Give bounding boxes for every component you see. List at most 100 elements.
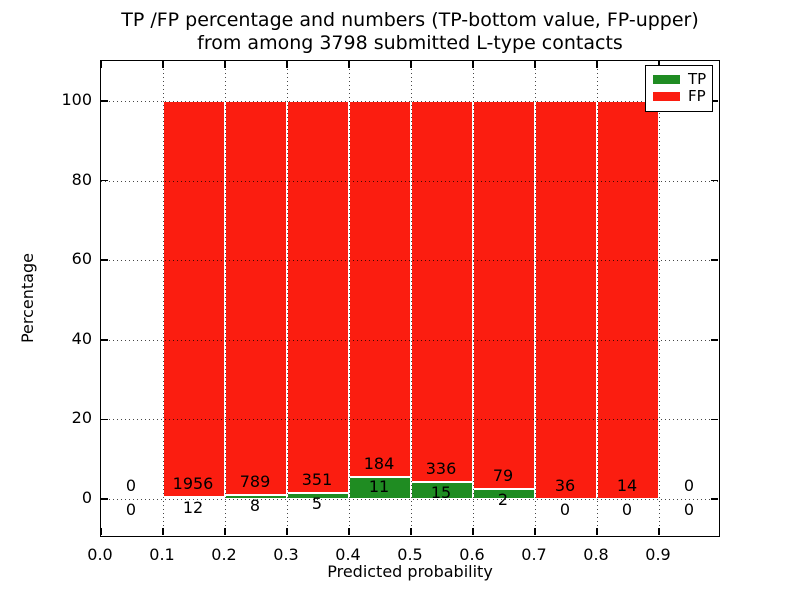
x-tick-mark [286, 528, 288, 535]
x-tick-mark [224, 61, 226, 68]
x-tick-label: 0.1 [149, 545, 175, 564]
x-tick-label: 0.0 [87, 545, 113, 564]
tp-count-label: 8 [249, 495, 261, 515]
x-tick-label: 0.4 [335, 545, 361, 564]
tp-count-label: 15 [430, 482, 452, 502]
x-tick-label: 0.2 [211, 545, 237, 564]
fp-bar-segment [535, 101, 597, 499]
x-tick-label: 0.8 [583, 545, 609, 564]
x-tick-mark [658, 528, 660, 535]
y-tick-mark [711, 179, 718, 182]
fp-count-label: 0 [125, 476, 137, 496]
h-gridline [101, 499, 719, 500]
y-tick-mark [711, 100, 718, 102]
legend-entry: FP [646, 88, 712, 105]
x-tick-mark [162, 528, 164, 535]
x-axis-title: Predicted probability [327, 562, 493, 581]
x-tick-label: 0.6 [459, 545, 485, 564]
v-gridline [225, 61, 226, 536]
v-gridline [349, 61, 350, 536]
y-tick-mark [711, 259, 718, 261]
fp-legend-swatch [653, 92, 680, 101]
legend-label: TP [688, 70, 707, 88]
fp-bar-segment [597, 101, 659, 499]
tp-count-label: 2 [497, 490, 509, 510]
y-tick-label: 0 [81, 488, 92, 507]
x-tick-mark [472, 528, 474, 535]
y-tick-label: 100 [61, 90, 92, 109]
x-tick-mark [534, 61, 536, 68]
y-tick-label: 60 [71, 249, 92, 269]
y-tick-label: 80 [71, 169, 92, 189]
chart-title-line-2: from among 3798 submitted L-type contact… [197, 32, 623, 54]
fp-bar-segment [473, 101, 535, 490]
tp-count-label: 12 [182, 497, 204, 517]
x-tick-mark [410, 528, 412, 535]
x-tick-mark [534, 528, 536, 535]
h-gridline [101, 101, 719, 102]
legend-entry: TP [646, 71, 712, 88]
fp-count-label: 36 [554, 476, 576, 496]
tp-count-label: 0 [559, 499, 571, 519]
tp-count-label: 0 [621, 499, 633, 519]
fp-count-label: 79 [492, 466, 514, 486]
y-tick-mark [711, 339, 718, 341]
fp-count-label: 789 [239, 472, 271, 492]
x-tick-label: 0.5 [397, 545, 423, 564]
y-tick-mark [711, 498, 718, 500]
v-gridline [287, 61, 288, 536]
y-tick-mark [711, 418, 718, 421]
y-tick-label: 20 [71, 408, 92, 428]
fp-bar-segment [163, 101, 225, 497]
h-gridline [101, 419, 719, 421]
y-axis-title: Percentage [18, 253, 37, 344]
x-tick-mark [224, 528, 226, 535]
h-gridline [101, 339, 719, 341]
tp-count-label: 11 [368, 477, 390, 497]
y-tick-label: 40 [71, 328, 92, 348]
v-gridline [473, 61, 474, 536]
x-tick-mark [348, 61, 350, 68]
x-tick-label: 0.3 [273, 545, 299, 564]
legend-label: FP [688, 87, 706, 105]
fp-count-label: 14 [616, 476, 638, 496]
x-tick-mark [162, 61, 164, 68]
x-tick-mark [100, 61, 102, 68]
y-tick-mark [101, 179, 108, 182]
fp-bar-segment [225, 101, 287, 495]
y-tick-mark [101, 259, 108, 261]
x-tick-label: 0.9 [645, 545, 671, 564]
y-tick-mark [101, 418, 108, 421]
v-gridline [535, 61, 536, 536]
x-tick-mark [658, 61, 660, 68]
chart-title-line-1: TP /FP percentage and numbers (TP-bottom… [121, 9, 699, 31]
fp-count-label: 351 [301, 470, 333, 490]
fp-count-label: 184 [363, 453, 395, 473]
h-gridline [101, 180, 719, 182]
x-tick-mark [286, 61, 288, 68]
chart-title: TP /FP percentage and numbers (TP-bottom… [100, 9, 720, 55]
y-tick-mark [101, 339, 108, 341]
plot-area [100, 60, 720, 537]
fp-bar-segment [287, 101, 349, 494]
x-tick-label: 0.7 [521, 545, 547, 564]
v-gridline [411, 61, 412, 536]
x-tick-mark [472, 61, 474, 68]
y-tick-mark [101, 100, 108, 102]
v-gridline [163, 61, 164, 536]
x-tick-mark [596, 61, 598, 68]
y-tick-mark [101, 498, 108, 500]
legend: TP FP [645, 65, 713, 112]
tp-count-label: 5 [311, 494, 323, 514]
v-gridline [659, 61, 660, 536]
fp-count-label: 336 [425, 459, 457, 479]
x-tick-mark [100, 528, 102, 535]
h-gridline [101, 260, 719, 262]
x-tick-mark [596, 528, 598, 535]
tp-legend-swatch [653, 75, 680, 84]
fp-count-label: 0 [683, 476, 695, 496]
fp-bar-segment [411, 101, 473, 482]
x-tick-mark [348, 528, 350, 535]
tp-count-label: 0 [683, 499, 695, 519]
